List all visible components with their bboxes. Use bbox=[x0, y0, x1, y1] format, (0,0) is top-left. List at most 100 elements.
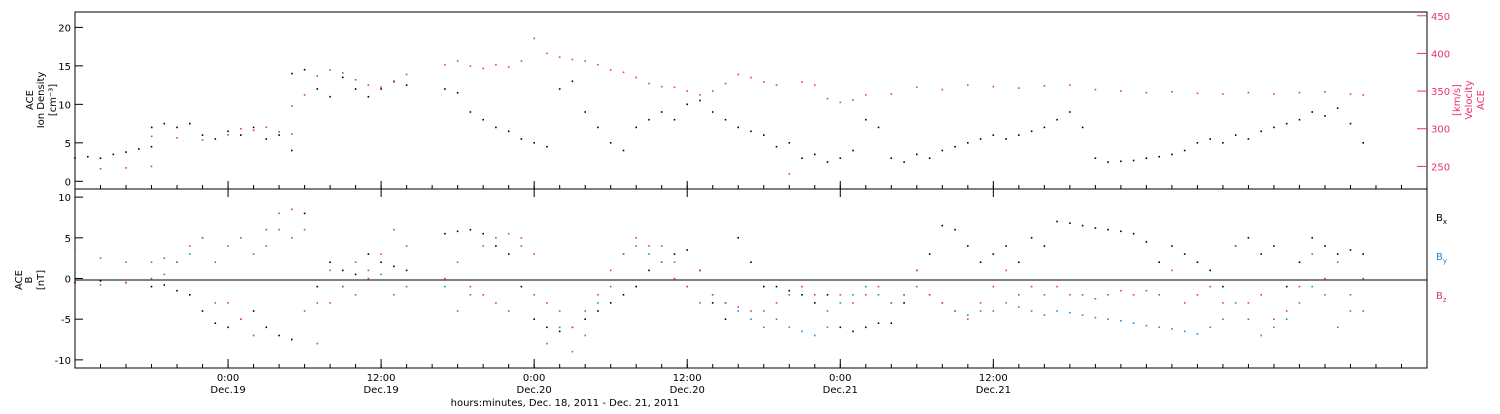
bottom-panel-frame bbox=[74, 188, 1428, 369]
bottom-by-point bbox=[316, 302, 319, 304]
bottom-by-point bbox=[482, 245, 484, 247]
bottom-bx-point bbox=[265, 326, 268, 329]
top-density-point bbox=[1209, 138, 1211, 140]
bottom-bx-point bbox=[163, 284, 166, 286]
bottom-bx-point bbox=[737, 237, 739, 239]
bottom-bz-point bbox=[1260, 294, 1262, 296]
bottom-bz-point bbox=[660, 261, 663, 263]
top-density-point bbox=[711, 111, 714, 113]
bottom-bz-point bbox=[877, 285, 880, 288]
top-density-point bbox=[138, 148, 140, 150]
bottom-bz-point bbox=[1247, 302, 1250, 304]
top-density-point bbox=[814, 153, 816, 156]
bottom-bz-point bbox=[278, 212, 280, 215]
bottom-bx-point bbox=[788, 289, 791, 292]
top-density-point bbox=[992, 134, 995, 136]
top-velocity-point bbox=[775, 84, 778, 86]
top-right-tick-label: 300 bbox=[1431, 125, 1450, 136]
bottom-bx-point bbox=[1069, 222, 1071, 224]
top-velocity-series-group bbox=[74, 37, 1364, 175]
top-density-point bbox=[648, 118, 650, 121]
bottom-bz-point bbox=[1094, 298, 1097, 300]
bottom-bx-point bbox=[852, 330, 854, 333]
bottom-bz-point bbox=[482, 294, 484, 296]
bottom-by-point bbox=[1171, 328, 1173, 330]
bottom-bz-point bbox=[916, 269, 918, 272]
top-velocity-point bbox=[724, 82, 727, 85]
bottom-by-point bbox=[1349, 310, 1352, 312]
bottom-bx-point bbox=[967, 245, 969, 247]
top-density-point bbox=[622, 149, 625, 152]
bottom-bz-point bbox=[1005, 269, 1007, 272]
bottom-bz-point bbox=[469, 285, 472, 288]
bottom-bx-point bbox=[622, 294, 625, 296]
top-velocity-point bbox=[1349, 93, 1352, 95]
bottom-bz-point bbox=[380, 253, 382, 255]
top-velocity-point bbox=[814, 84, 816, 86]
axes-group: 05101520250300350400450-10-505100:00Dec.… bbox=[55, 12, 1450, 396]
top-velocity-point bbox=[635, 76, 637, 79]
bottom-by-point bbox=[533, 294, 535, 296]
bottom-by-point bbox=[265, 245, 268, 247]
bottom-bx-point bbox=[99, 280, 102, 282]
bottom-by-point bbox=[393, 294, 395, 296]
top-velocity-point bbox=[405, 73, 408, 76]
top-velocity-point bbox=[469, 65, 472, 67]
top-density-point bbox=[87, 155, 89, 158]
bottom-bx-point bbox=[227, 326, 229, 329]
bottom-bz-point bbox=[1298, 285, 1301, 288]
bottom-bx-point bbox=[252, 310, 255, 312]
top-density-point bbox=[189, 122, 191, 125]
top-velocity-point bbox=[916, 86, 918, 89]
bottom-bz-point bbox=[967, 318, 969, 320]
bottom-by-point bbox=[597, 302, 599, 304]
bottom-by-point bbox=[1120, 320, 1122, 322]
bottom-bx-point bbox=[1171, 245, 1173, 247]
bottom-bz-point bbox=[367, 277, 370, 280]
bottom-by-point bbox=[801, 330, 803, 333]
top-velocity-point bbox=[673, 86, 676, 89]
x-tick-time-label: 0:00 bbox=[523, 373, 545, 384]
x-tick-date-label: Dec.19 bbox=[210, 385, 245, 396]
top-density-series-group bbox=[74, 68, 1364, 163]
bottom-bz-point bbox=[99, 284, 102, 286]
bottom-by-point bbox=[74, 253, 76, 255]
bottom-bz-point bbox=[1069, 294, 1071, 296]
bottom-bx-point bbox=[533, 318, 535, 320]
bottom-bx-point bbox=[469, 228, 472, 231]
bottom-bz-point bbox=[788, 294, 791, 296]
bottom-bz-point bbox=[1324, 277, 1326, 280]
top-density-point bbox=[801, 157, 803, 159]
legend-bz: Bz bbox=[1436, 291, 1447, 304]
bottom-bx-point bbox=[1209, 269, 1211, 272]
top-velocity-point bbox=[941, 88, 944, 91]
x-tick-date-label: Dec.20 bbox=[670, 385, 705, 396]
top-right-tick-label: 450 bbox=[1431, 12, 1450, 23]
bottom-by-point bbox=[405, 285, 408, 288]
bottom-bx-point bbox=[150, 285, 153, 288]
bottom-bz-point bbox=[686, 285, 688, 288]
bottom-by-point bbox=[826, 326, 829, 329]
top-velocity-point bbox=[1043, 85, 1046, 87]
top-density-point bbox=[1056, 118, 1058, 121]
bottom-bx-point bbox=[992, 253, 995, 255]
bottom-bz-point bbox=[291, 208, 293, 211]
top-velocity-point bbox=[444, 63, 446, 66]
top-density-point bbox=[227, 130, 229, 133]
top-density-point bbox=[979, 138, 982, 140]
bottom-bz-point bbox=[150, 277, 153, 280]
bottom-bx-point bbox=[329, 261, 331, 263]
bottom-bx-point bbox=[673, 253, 676, 255]
top-density-point bbox=[609, 142, 612, 144]
top-velocity-point bbox=[150, 165, 153, 168]
top-density-point bbox=[1196, 142, 1199, 144]
bottom-bz-point bbox=[546, 302, 548, 304]
bottom-bx-point bbox=[303, 212, 306, 215]
bottom-bz-point bbox=[839, 294, 842, 296]
bottom-bz-point bbox=[125, 281, 127, 284]
bottom-bz-point bbox=[852, 302, 854, 304]
bottom-bz-point bbox=[941, 302, 944, 304]
bottom-by-point bbox=[1145, 324, 1148, 327]
top-density-point bbox=[1081, 126, 1084, 129]
top-density-point bbox=[329, 95, 331, 98]
